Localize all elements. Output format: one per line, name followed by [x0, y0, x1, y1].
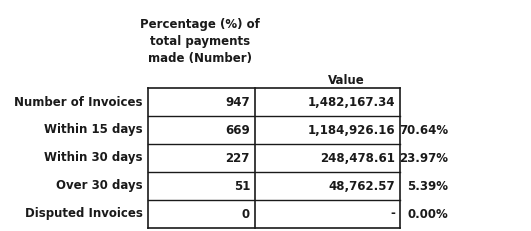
Text: Within 15 days: Within 15 days: [45, 124, 143, 137]
Text: 0.00%: 0.00%: [407, 207, 448, 221]
Text: 51: 51: [234, 179, 250, 192]
Text: Percentage (%) of
total payments
made (Number): Percentage (%) of total payments made (N…: [140, 18, 260, 65]
Text: Disputed Invoices: Disputed Invoices: [25, 207, 143, 221]
Text: 70.64%: 70.64%: [399, 124, 448, 137]
Text: 23.97%: 23.97%: [399, 152, 448, 164]
Text: 227: 227: [226, 152, 250, 164]
Text: 5.39%: 5.39%: [407, 179, 448, 192]
Text: Value: Value: [328, 74, 365, 87]
Text: 48,762.57: 48,762.57: [328, 179, 395, 192]
Text: 1,482,167.34: 1,482,167.34: [307, 95, 395, 109]
Text: -: -: [390, 207, 395, 221]
Text: Over 30 days: Over 30 days: [56, 179, 143, 192]
Text: Within 30 days: Within 30 days: [45, 152, 143, 164]
Text: 947: 947: [225, 95, 250, 109]
Text: 1,184,926.16: 1,184,926.16: [307, 124, 395, 137]
Text: 248,478.61: 248,478.61: [320, 152, 395, 164]
Text: 669: 669: [225, 124, 250, 137]
Text: Number of Invoices: Number of Invoices: [14, 95, 143, 109]
Text: 0: 0: [242, 207, 250, 221]
